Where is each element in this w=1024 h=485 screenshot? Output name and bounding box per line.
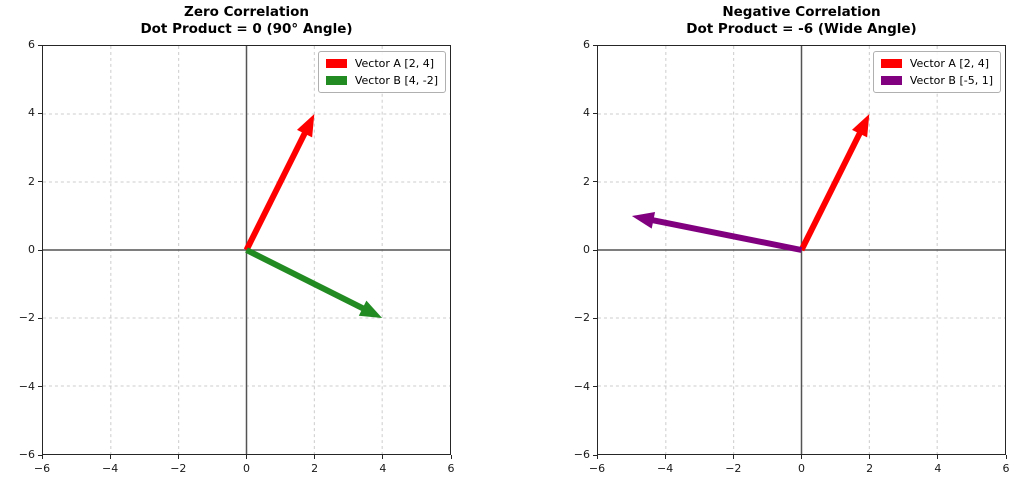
legend-item-vector-a: Vector A [2, 4]	[325, 57, 438, 70]
y-tick-mark	[593, 386, 597, 388]
plot-title: Negative Correlation Dot Product = -6 (W…	[557, 4, 1024, 38]
y-tick-label: −2	[573, 311, 590, 325]
x-tick-mark	[937, 455, 939, 459]
y-tick-mark	[593, 44, 597, 46]
legend-label: Vector B [4, -2]	[354, 74, 438, 87]
y-tick-label: 2	[583, 174, 590, 188]
x-tick-label: 0	[243, 462, 250, 475]
y-tick-label: 6	[583, 38, 590, 51]
y-tick-label: −4	[573, 379, 590, 393]
y-tick-label: 4	[583, 106, 590, 120]
vector-b-shaft	[245, 247, 366, 312]
y-tick-mark	[593, 454, 597, 456]
vector-b-swatch	[880, 76, 902, 85]
x-tick-mark	[246, 455, 247, 459]
vector-a-arrowhead	[851, 114, 870, 138]
y-tick-label: 0	[28, 243, 35, 256]
x-tick-mark	[177, 455, 179, 459]
x-tick-mark	[732, 455, 734, 459]
vector-b-arrowhead	[631, 212, 656, 229]
x-tick-label: 4	[379, 462, 387, 475]
y-tick-mark	[38, 181, 42, 183]
y-tick-label: 0	[583, 243, 590, 256]
y-tick-mark	[593, 317, 597, 319]
plot-area: Vector A [2, 4] Vector B [4, -2]	[42, 45, 451, 455]
x-tick-label: −2	[725, 462, 742, 475]
legend-label: Vector B [-5, 1]	[909, 74, 993, 87]
x-tick-mark	[664, 455, 666, 459]
vector-a-swatch	[880, 59, 902, 68]
x-tick-mark	[801, 455, 802, 459]
x-tick-label: −4	[657, 462, 674, 475]
x-tick-label: −4	[102, 462, 119, 475]
title-line-1: Negative Correlation	[722, 4, 881, 20]
y-tick-mark	[38, 112, 42, 114]
legend-label: Vector A [2, 4]	[354, 57, 435, 70]
legend-item-vector-b: Vector B [-5, 1]	[880, 74, 993, 87]
legend: Vector A [2, 4] Vector B [-5, 1]	[872, 51, 1001, 93]
y-tick-label: −6	[573, 448, 590, 461]
y-tick-mark	[593, 249, 597, 251]
y-tick-label: 6	[28, 38, 35, 51]
y-tick-mark	[38, 249, 42, 251]
title-line-1: Zero Correlation	[184, 4, 309, 20]
x-tick-mark	[109, 455, 111, 459]
x-tick-mark	[869, 455, 871, 459]
title-line-2: Dot Product = -6 (Wide Angle)	[686, 21, 917, 37]
x-tick-label: 6	[447, 462, 455, 475]
y-tick-mark	[593, 181, 597, 183]
plot-area: Vector A [2, 4] Vector B [-5, 1]	[597, 45, 1006, 455]
legend-label: Vector A [2, 4]	[909, 57, 990, 70]
y-tick-mark	[38, 317, 42, 319]
vector-canvas	[598, 46, 1005, 454]
x-tick-label: 6	[1002, 462, 1010, 475]
vector-a-arrowhead	[296, 114, 315, 138]
y-tick-mark	[593, 112, 597, 114]
x-tick-label: −6	[588, 462, 606, 475]
vector-a-swatch	[325, 59, 347, 68]
x-tick-mark	[41, 455, 43, 459]
vector-b-arrowhead	[358, 300, 383, 318]
legend-item-vector-b: Vector B [4, -2]	[325, 74, 438, 87]
plot-zero-correlation: Zero Correlation Dot Product = 0 (90° An…	[19, 4, 455, 475]
plot-negative-correlation: Negative Correlation Dot Product = -6 (W…	[574, 4, 1010, 475]
x-tick-mark	[596, 455, 598, 459]
vector-a-shaft	[243, 130, 309, 252]
x-tick-label: 2	[866, 462, 874, 475]
x-tick-mark	[450, 455, 452, 459]
legend: Vector A [2, 4] Vector B [4, -2]	[317, 51, 446, 93]
x-tick-mark	[382, 455, 384, 459]
y-tick-label: 2	[28, 174, 35, 188]
x-tick-label: 2	[311, 462, 319, 475]
x-tick-label: −6	[33, 462, 51, 475]
y-tick-label: 4	[28, 106, 35, 120]
x-tick-mark	[314, 455, 316, 459]
x-tick-label: 4	[934, 462, 942, 475]
y-tick-label: −6	[18, 448, 35, 461]
vector-canvas	[43, 46, 450, 454]
vector-a-shaft	[798, 130, 864, 252]
y-tick-mark	[38, 386, 42, 388]
y-tick-mark	[38, 454, 42, 456]
x-tick-mark	[1005, 455, 1007, 459]
y-tick-label: −2	[18, 311, 35, 325]
legend-item-vector-a: Vector A [2, 4]	[880, 57, 993, 70]
y-tick-label: −4	[18, 379, 35, 393]
title-line-2: Dot Product = 0 (90° Angle)	[140, 21, 353, 37]
y-tick-mark	[38, 44, 42, 46]
x-tick-label: −2	[170, 462, 187, 475]
plot-title: Zero Correlation Dot Product = 0 (90° An…	[2, 4, 491, 38]
x-tick-label: 0	[798, 462, 805, 475]
vector-b-shaft	[650, 216, 803, 253]
vector-b-swatch	[325, 76, 347, 85]
